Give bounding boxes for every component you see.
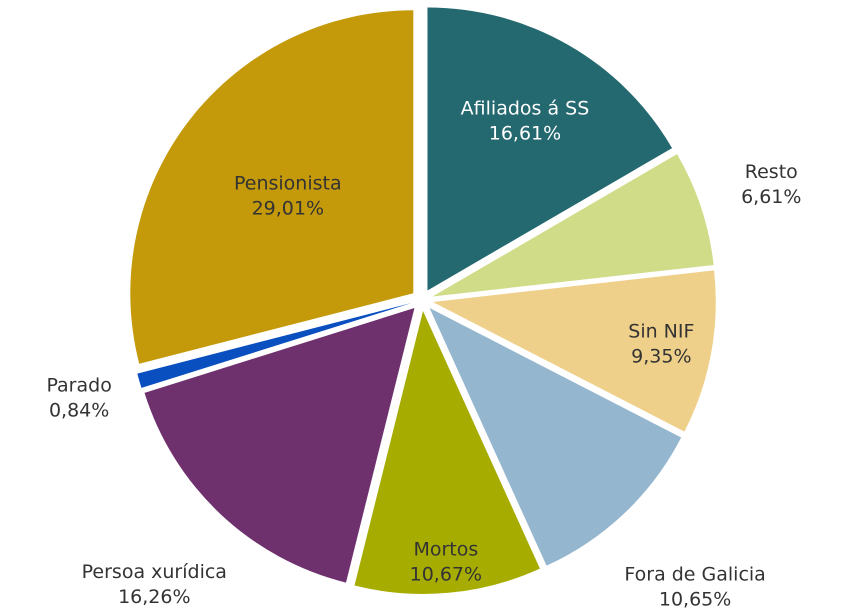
pie-slice: [432, 154, 714, 297]
slice-value: 10,67%: [410, 564, 482, 586]
slice-label: Parado: [46, 374, 111, 396]
pie-slice: [427, 7, 673, 291]
slice-label: Pensionista: [234, 172, 342, 194]
slice-label: Mortos: [413, 539, 478, 561]
slice-label: Fora de Galicia: [624, 564, 765, 586]
slice-value: 16,26%: [118, 586, 190, 608]
slice-value: 0,84%: [49, 399, 109, 421]
pie-slice: [144, 308, 415, 583]
slice-label: Afiliados á SS: [461, 97, 590, 119]
pie-slice: [354, 310, 540, 594]
pie-slice: [432, 270, 716, 432]
slice-label: Sin NIF: [628, 321, 694, 343]
pie-slice: [130, 10, 414, 364]
slice-value: 29,01%: [252, 197, 324, 219]
slice-value: 9,35%: [631, 346, 691, 368]
pie-slice: [137, 303, 412, 388]
slice-label: Resto: [745, 161, 798, 183]
slice-label: Persoa xurídica: [82, 561, 227, 583]
slice-value: 16,61%: [489, 122, 561, 144]
slice-value: 6,61%: [741, 186, 801, 208]
slice-value: 10,65%: [659, 589, 731, 608]
pie-slice: [429, 307, 682, 566]
